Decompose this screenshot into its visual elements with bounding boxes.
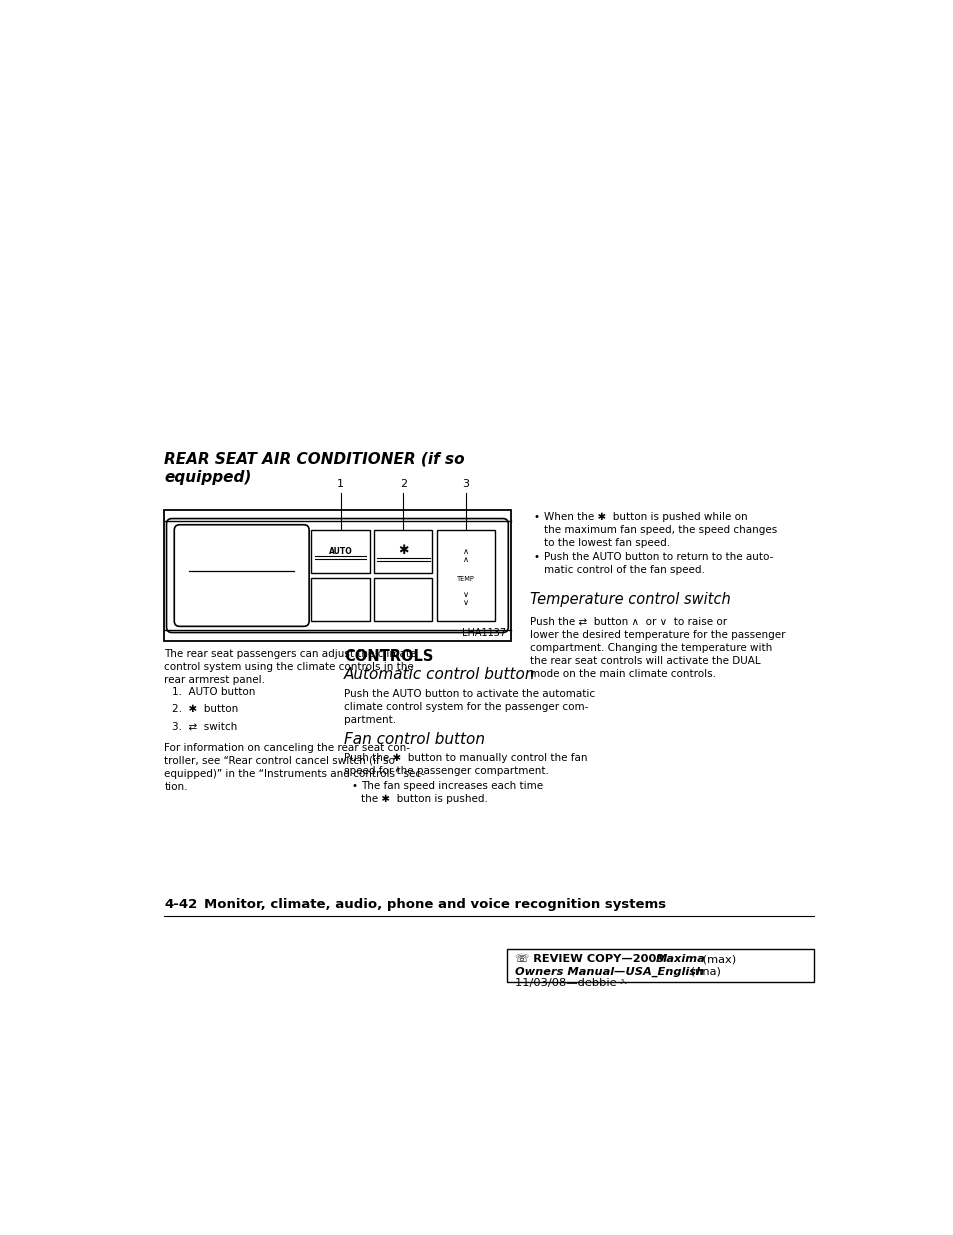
Text: For information on canceling the rear seat con-
troller, see “Rear control cance: For information on canceling the rear se…	[164, 742, 425, 792]
FancyBboxPatch shape	[167, 519, 508, 632]
Text: 1: 1	[336, 478, 344, 489]
FancyBboxPatch shape	[311, 578, 369, 621]
Text: 2.  ✱  button: 2. ✱ button	[172, 704, 238, 714]
FancyBboxPatch shape	[174, 525, 309, 626]
Text: 3: 3	[462, 478, 469, 489]
FancyBboxPatch shape	[311, 530, 369, 573]
Text: Automatic control button: Automatic control button	[344, 667, 535, 682]
Text: CONTROLS: CONTROLS	[344, 648, 433, 663]
Text: 11/03/08—debbie ✁: 11/03/08—debbie ✁	[515, 978, 629, 988]
Text: 1.  AUTO button: 1. AUTO button	[172, 687, 255, 698]
Text: 4-42: 4-42	[164, 898, 197, 911]
Text: Push the ⇄  button ∧  or ∨  to raise or
lower the desired temperature for the pa: Push the ⇄ button ∧ or ∨ to raise or low…	[530, 616, 784, 679]
FancyBboxPatch shape	[374, 530, 432, 573]
Text: ∨
∨: ∨ ∨	[462, 590, 469, 606]
Text: LHA1137: LHA1137	[461, 627, 505, 638]
FancyBboxPatch shape	[436, 530, 495, 621]
Text: Owners Manual—USA_English: Owners Manual—USA_English	[515, 966, 703, 977]
Text: Monitor, climate, audio, phone and voice recognition systems: Monitor, climate, audio, phone and voice…	[204, 898, 666, 911]
Text: Push the AUTO button to return to the auto-
matic control of the fan speed.: Push the AUTO button to return to the au…	[543, 552, 773, 574]
Text: equipped): equipped)	[164, 471, 252, 485]
Text: Push the AUTO button to activate the automatic
climate control system for the pa: Push the AUTO button to activate the aut…	[344, 689, 595, 725]
Text: ✱: ✱	[397, 543, 408, 557]
Text: Fan control button: Fan control button	[344, 732, 484, 747]
FancyBboxPatch shape	[507, 948, 813, 982]
Text: Push the ✱  button to manually control the fan
speed for the passenger compartme: Push the ✱ button to manually control th…	[344, 752, 587, 776]
FancyBboxPatch shape	[164, 510, 510, 641]
Text: REAR SEAT AIR CONDITIONER (if so: REAR SEAT AIR CONDITIONER (if so	[164, 451, 464, 466]
Text: When the ✱  button is pushed while on
the maximum fan speed, the speed changes
t: When the ✱ button is pushed while on the…	[543, 511, 777, 548]
Text: (max): (max)	[699, 955, 735, 965]
Text: (nna): (nna)	[686, 966, 720, 977]
Text: 2: 2	[399, 478, 406, 489]
Text: ☏ REVIEW COPY—2009: ☏ REVIEW COPY—2009	[515, 955, 668, 965]
Text: The rear seat passengers can adjust the climate
control system using the climate: The rear seat passengers can adjust the …	[164, 648, 416, 685]
Text: Maxima: Maxima	[656, 955, 705, 965]
Text: •: •	[534, 511, 539, 521]
Text: The fan speed increases each time
the ✱  button is pushed.: The fan speed increases each time the ✱ …	[360, 782, 542, 804]
Text: •: •	[352, 782, 357, 792]
Text: •: •	[534, 552, 539, 562]
FancyBboxPatch shape	[374, 578, 432, 621]
Text: TEMP: TEMP	[456, 576, 475, 582]
Text: 3.  ⇄  switch: 3. ⇄ switch	[172, 721, 237, 731]
Text: ∧
∧: ∧ ∧	[462, 547, 469, 564]
Text: AUTO: AUTO	[328, 547, 352, 556]
Text: Temperature control switch: Temperature control switch	[530, 592, 730, 606]
